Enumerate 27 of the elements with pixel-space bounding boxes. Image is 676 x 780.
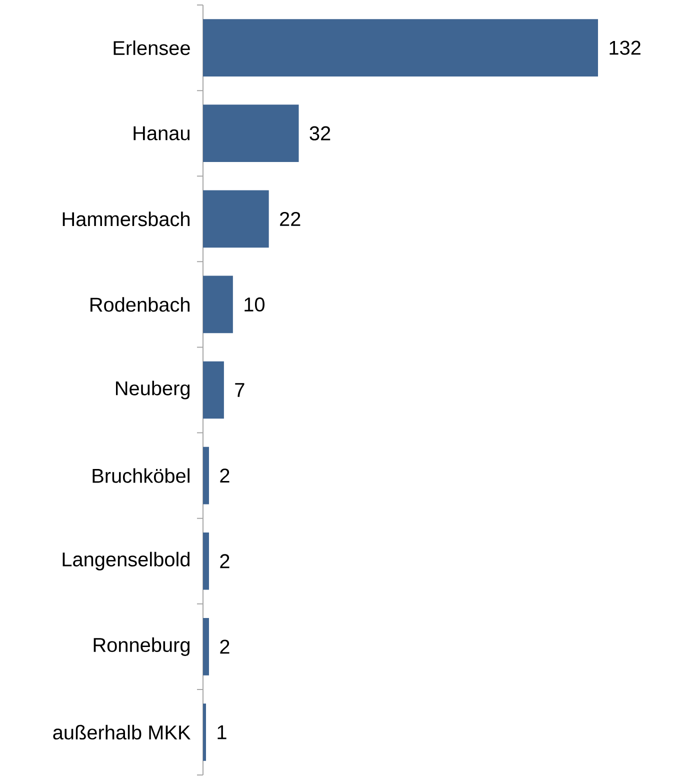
data-label: 132	[610, 40, 640, 55]
bar	[203, 361, 224, 419]
y-tick-label: Neuberg	[116, 380, 190, 400]
data-label: 10	[244, 297, 264, 312]
y-tick-label: Hammersbach	[62, 212, 190, 226]
data-label: 2	[220, 554, 230, 568]
y-tick-label: Langenselbold	[62, 552, 190, 570]
y-tick-label: außerhalb MKK	[53, 724, 191, 740]
bar	[203, 19, 598, 76]
data-label: 22	[280, 212, 300, 226]
data-label: 2	[220, 640, 230, 654]
bar	[203, 618, 209, 676]
bar	[203, 104, 299, 162]
y-tick-label: Rodenbach	[90, 297, 190, 312]
bar	[203, 446, 209, 504]
y-tick-label: Ronneburg	[94, 637, 190, 656]
y-tick-label: Bruchköbel	[92, 468, 190, 483]
bar	[203, 276, 233, 334]
data-label: 2	[220, 468, 230, 483]
data-label: 32	[310, 126, 330, 140]
y-tick-label: Erlensee	[114, 40, 190, 56]
bar	[203, 704, 206, 761]
bar	[203, 532, 209, 590]
data-label: 7	[235, 383, 244, 397]
bar	[203, 190, 269, 248]
y-tick-label: Hanau	[134, 126, 190, 140]
data-label: 1	[218, 725, 226, 740]
